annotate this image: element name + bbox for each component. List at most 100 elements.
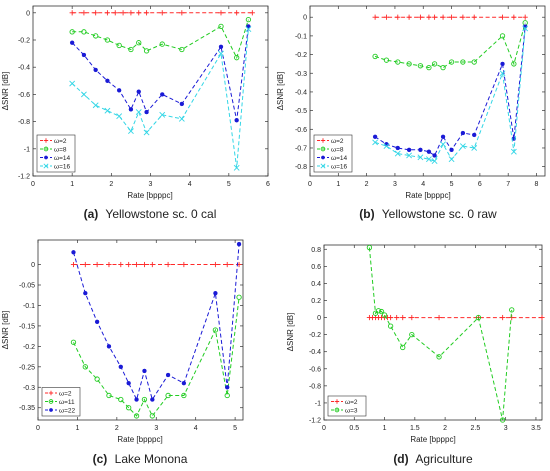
- legend: ω=2 ω=11ω=22: [41, 387, 81, 417]
- data-point-marker: [372, 134, 378, 139]
- data-point-marker: [334, 407, 340, 413]
- data-point-marker: [395, 14, 401, 20]
- data-point-marker: [449, 147, 454, 153]
- caption-b-text: Yellowstone sc. 0 raw: [382, 207, 497, 221]
- data-point-marker: [471, 59, 477, 65]
- data-point-marker: [218, 23, 224, 30]
- data-point-marker: [460, 130, 466, 136]
- y-tick-label: -0.2: [309, 332, 321, 339]
- data-point-marker: [475, 314, 482, 321]
- x-tick-label: 4: [194, 425, 198, 432]
- legend-label: ω=11: [59, 399, 75, 406]
- data-point-marker: [181, 380, 187, 386]
- data-point-marker: [143, 48, 150, 54]
- data-point-marker: [118, 261, 124, 268]
- legend-label: ω=14: [54, 155, 70, 162]
- data-point-marker: [448, 59, 455, 65]
- data-point-marker: [118, 396, 124, 403]
- legend-label: ω=8: [331, 146, 344, 153]
- data-point-marker: [366, 244, 373, 251]
- data-point-marker: [141, 396, 148, 403]
- data-point-marker: [320, 163, 326, 169]
- x-tick-label: 0: [36, 425, 40, 432]
- y-tick-label: -0.1: [295, 33, 307, 40]
- x-tick-label: 1.5: [410, 425, 420, 432]
- data-point-marker: [417, 14, 424, 20]
- data-point-marker: [81, 29, 87, 35]
- data-point-marker: [499, 33, 506, 39]
- data-point-marker: [406, 14, 412, 20]
- data-point-marker: [417, 63, 424, 69]
- data-point-marker: [149, 261, 155, 268]
- data-point-marker: [471, 14, 477, 20]
- series-ω=2: [366, 314, 545, 321]
- data-point-marker: [522, 14, 528, 20]
- data-point-marker: [472, 132, 477, 138]
- data-point-marker: [136, 89, 141, 94]
- data-point-marker: [218, 44, 224, 49]
- xlabel: Rate [bpppc]: [117, 435, 162, 444]
- y-tick-label: -0.7: [295, 145, 307, 152]
- data-point-marker: [133, 413, 140, 419]
- plot-area-frame: [37, 239, 244, 421]
- svg-text:(d) Agriculture: (d) Agriculture: [393, 452, 473, 466]
- series-ω=8: [69, 16, 252, 61]
- x-tick-label: 1: [75, 425, 79, 432]
- data-point-marker: [436, 314, 442, 321]
- data-point-marker: [165, 372, 171, 378]
- data-point-marker: [499, 70, 506, 77]
- data-point-marker: [409, 314, 415, 321]
- series-ω=14: [69, 24, 251, 123]
- data-point-marker: [246, 24, 251, 29]
- data-point-marker: [48, 399, 54, 404]
- data-point-marker: [395, 145, 400, 151]
- x-tick-label: 2: [443, 425, 447, 432]
- data-point-marker: [135, 109, 142, 115]
- panel-c-chart: ΔSNR [dB] Rate [bpppc] 0 1 2 3 4 5 0 -0.05 -0.1 -…: [1, 239, 244, 444]
- x-tick-label: 3.5: [531, 425, 541, 432]
- x-tick-label: 5: [227, 181, 231, 188]
- data-point-marker: [143, 129, 150, 136]
- y-tick-label: -0.15: [19, 323, 35, 330]
- data-point-marker: [224, 392, 230, 399]
- legend-box: [36, 134, 76, 173]
- legend-label: ω=8: [54, 146, 67, 153]
- legend-label: ω=16: [331, 163, 347, 170]
- x-tick-label: 2: [109, 181, 113, 188]
- data-point-marker: [334, 399, 340, 404]
- data-point-marker: [104, 107, 111, 114]
- data-point-marker: [93, 10, 99, 16]
- y-tick-label: -0.05: [19, 283, 35, 290]
- data-point-marker: [460, 14, 466, 20]
- legend-label: ω=14: [331, 155, 347, 162]
- caption-a-label: (a): [84, 207, 99, 221]
- data-point-marker: [116, 88, 122, 93]
- data-point-marker: [510, 148, 517, 155]
- svg-text:(a) Yellowstone sc. 0 ca: (a) Yellowstone sc. 0 cal: [84, 207, 217, 221]
- series-ω=2: [69, 10, 255, 16]
- y-tick-label: -0.8: [18, 119, 30, 126]
- data-point-marker: [499, 14, 506, 20]
- panel-d-chart: ΔSNR [dB] Rate [bpppc] 0 0.5 1 1.5 2 2.5 3 3.5 0…: [286, 244, 545, 444]
- x-tick-label: 0.5: [349, 425, 359, 432]
- data-point-marker: [375, 308, 382, 314]
- data-point-marker: [448, 14, 455, 20]
- data-point-marker: [394, 314, 400, 321]
- data-point-marker: [212, 261, 219, 268]
- series-ω=8: [372, 20, 528, 71]
- data-point-marker: [142, 368, 147, 374]
- data-point-marker: [126, 261, 132, 268]
- data-point-marker: [179, 101, 185, 107]
- ylabel: ΔSNR [dB]: [1, 72, 10, 111]
- data-point-marker: [218, 50, 224, 57]
- data-point-marker: [94, 376, 100, 382]
- data-point-marker: [234, 55, 240, 61]
- data-point-marker: [320, 138, 326, 143]
- x-tick-label: 6: [478, 181, 482, 188]
- data-point-marker: [165, 261, 171, 268]
- y-tick-label: 0: [303, 15, 307, 22]
- data-point-marker: [381, 312, 388, 318]
- legend-label: ω=22: [59, 407, 75, 414]
- data-point-marker: [44, 155, 48, 160]
- ylabel: ΔSNR [dB]: [276, 72, 285, 111]
